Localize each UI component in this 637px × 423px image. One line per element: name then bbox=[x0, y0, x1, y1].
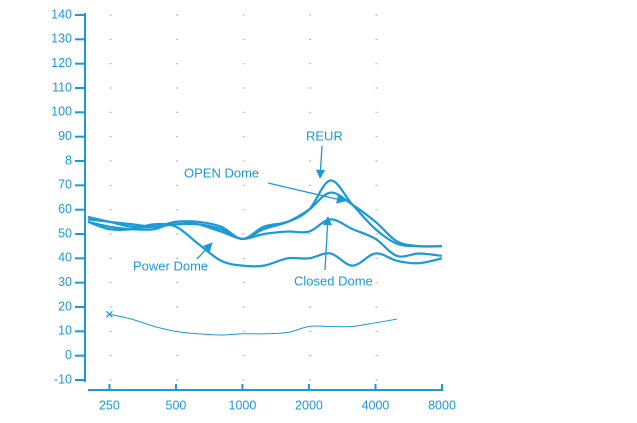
y-tick-label: 140 bbox=[51, 7, 72, 21]
y-tick-label: 10 bbox=[58, 324, 72, 338]
threshold-line bbox=[109, 313, 397, 336]
y-tick-label: 130 bbox=[51, 32, 72, 46]
y-tick-label: 0 bbox=[65, 348, 72, 362]
annotation-arrow bbox=[267, 182, 346, 204]
y-tick-label: -10 bbox=[54, 372, 72, 386]
y-tick-label: 30 bbox=[58, 275, 72, 289]
y-tick-label: 120 bbox=[51, 56, 72, 70]
annotation-arrow bbox=[315, 145, 326, 179]
y-tick-label: 100 bbox=[51, 105, 72, 119]
series-line bbox=[87, 220, 443, 268]
y-tick-label: 90 bbox=[58, 129, 72, 143]
x-tick-label: 1000 bbox=[229, 398, 257, 412]
x-tick-label: 500 bbox=[166, 398, 187, 412]
annotation-arrow bbox=[196, 242, 213, 260]
x-tick-label: 2000 bbox=[295, 398, 323, 412]
annotation: Power Dome bbox=[133, 258, 208, 273]
annotation-arrow bbox=[322, 216, 333, 271]
series-line bbox=[87, 179, 443, 248]
annotation: REUR bbox=[306, 128, 343, 143]
y-tick-label: 40 bbox=[58, 251, 72, 265]
y-tick-label: 20 bbox=[58, 299, 72, 313]
y-tick-label: 70 bbox=[58, 178, 72, 192]
x-tick-label: 250 bbox=[99, 398, 120, 412]
threshold-marker bbox=[105, 310, 113, 318]
y-tick-label: 50 bbox=[58, 226, 72, 240]
x-tick-label: 8000 bbox=[428, 398, 456, 412]
x-tick-label: 4000 bbox=[362, 398, 390, 412]
annotation: OPEN Dome bbox=[184, 165, 259, 180]
y-tick-label: 8 bbox=[65, 153, 72, 167]
series-line bbox=[87, 218, 443, 258]
y-tick-label: 60 bbox=[58, 202, 72, 216]
y-tick-label: 110 bbox=[52, 80, 72, 94]
annotation: Closed Dome bbox=[294, 273, 373, 288]
